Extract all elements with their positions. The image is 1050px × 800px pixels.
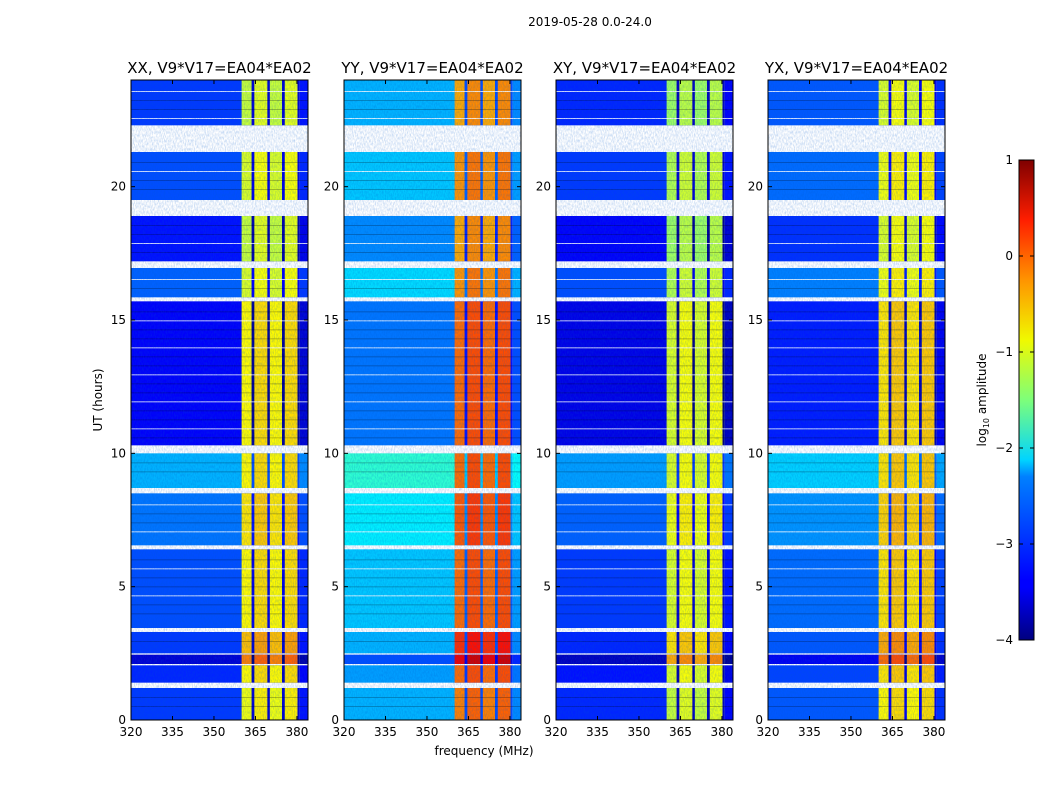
- heatmap: [768, 80, 945, 720]
- y-tick-label: 20: [324, 180, 339, 194]
- y-tick-label: 20: [536, 180, 551, 194]
- panel-title: YY, V9*V17=EA04*EA02: [340, 59, 523, 77]
- colorbar-tick-label: 1: [1005, 153, 1013, 167]
- panel-title: XY, V9*V17=EA04*EA02: [553, 59, 736, 77]
- y-tick-label: 0: [331, 713, 339, 727]
- x-tick-label: 365: [669, 725, 692, 739]
- heatmap-texture: [768, 80, 945, 720]
- colorbar-label: log10 amplitude: [975, 354, 991, 447]
- x-tick-label: 335: [798, 725, 821, 739]
- figure-title: 2019-05-28 0.0-24.0: [528, 15, 652, 29]
- panel-4: YX, V9*V17=EA04*EA02 320 335 350 365 380 0 5 10 1…: [748, 59, 948, 739]
- colorbar-tick-label: −4: [995, 633, 1013, 647]
- x-tick-label: 350: [203, 725, 226, 739]
- y-tick-label: 5: [331, 580, 339, 594]
- x-tick-label: 380: [498, 725, 521, 739]
- panel-2: YY, V9*V17=EA04*EA02 320 335 350 365 380 0 5 10 1…: [324, 59, 524, 739]
- panel-1: XX, V9*V17=EA04*EA02 320 335 350 365 380 0 5 10 1…: [111, 59, 312, 739]
- y-tick-label: 20: [748, 180, 763, 194]
- y-tick-label: 10: [536, 446, 551, 460]
- x-tick-label: 320: [545, 725, 568, 739]
- x-tick-label: 380: [285, 725, 308, 739]
- x-tick-label: 320: [120, 725, 143, 739]
- y-tick-label: 5: [755, 580, 763, 594]
- y-tick-label: 15: [324, 313, 339, 327]
- x-tick-label: 335: [586, 725, 609, 739]
- x-tick-label: 350: [416, 725, 439, 739]
- y-tick-label: 5: [543, 580, 551, 594]
- axes-frame: [343, 79, 522, 721]
- heatmap-texture: [344, 80, 521, 720]
- axes-frame: [767, 79, 946, 721]
- colorbar-tick-label: 0: [1005, 249, 1013, 263]
- panel-3: XY, V9*V17=EA04*EA02 320 335 350 365 380 0 5 10 1…: [536, 59, 736, 739]
- x-tick-label: 380: [710, 725, 733, 739]
- heatmap: [344, 80, 521, 720]
- axes-frame: [555, 79, 734, 721]
- y-tick-label: 0: [543, 713, 551, 727]
- y-tick-label: 10: [748, 446, 763, 460]
- x-tick-label: 335: [161, 725, 184, 739]
- y-tick-label: 10: [111, 446, 126, 460]
- panel-title: YX, V9*V17=EA04*EA02: [764, 59, 948, 77]
- x-tick-label: 380: [922, 725, 945, 739]
- x-axis-label: frequency (MHz): [434, 744, 533, 758]
- heatmap: [556, 80, 733, 720]
- x-tick-label: 365: [457, 725, 480, 739]
- x-tick-label: 320: [757, 725, 780, 739]
- y-tick-label: 0: [755, 713, 763, 727]
- y-tick-label: 15: [748, 313, 763, 327]
- x-tick-label: 335: [374, 725, 397, 739]
- axes-frame: [130, 79, 309, 721]
- heatmap: [131, 80, 308, 720]
- x-tick-label: 320: [333, 725, 356, 739]
- y-axis-label: UT (hours): [91, 368, 105, 431]
- y-tick-label: 10: [324, 446, 339, 460]
- colorbar-tick-label: −3: [995, 537, 1013, 551]
- colorbar-tick-label: −2: [995, 441, 1013, 455]
- heatmap-texture: [556, 80, 733, 720]
- y-tick-label: 15: [111, 313, 126, 327]
- colorbar-tick-label: −1: [995, 345, 1013, 359]
- panel-title: XX, V9*V17=EA04*EA02: [127, 59, 311, 77]
- y-tick-label: 0: [118, 713, 126, 727]
- colorbar: log10 amplitude 1 0 −1 −2 −3 −4: [975, 153, 1035, 647]
- x-tick-label: 350: [628, 725, 651, 739]
- y-tick-label: 20: [111, 180, 126, 194]
- x-tick-label: 350: [840, 725, 863, 739]
- colorbar-gradient: [1018, 159, 1035, 641]
- heatmap-texture: [131, 80, 308, 720]
- y-tick-label: 5: [118, 580, 126, 594]
- x-tick-label: 365: [244, 725, 267, 739]
- x-tick-label: 365: [881, 725, 904, 739]
- y-tick-label: 15: [536, 313, 551, 327]
